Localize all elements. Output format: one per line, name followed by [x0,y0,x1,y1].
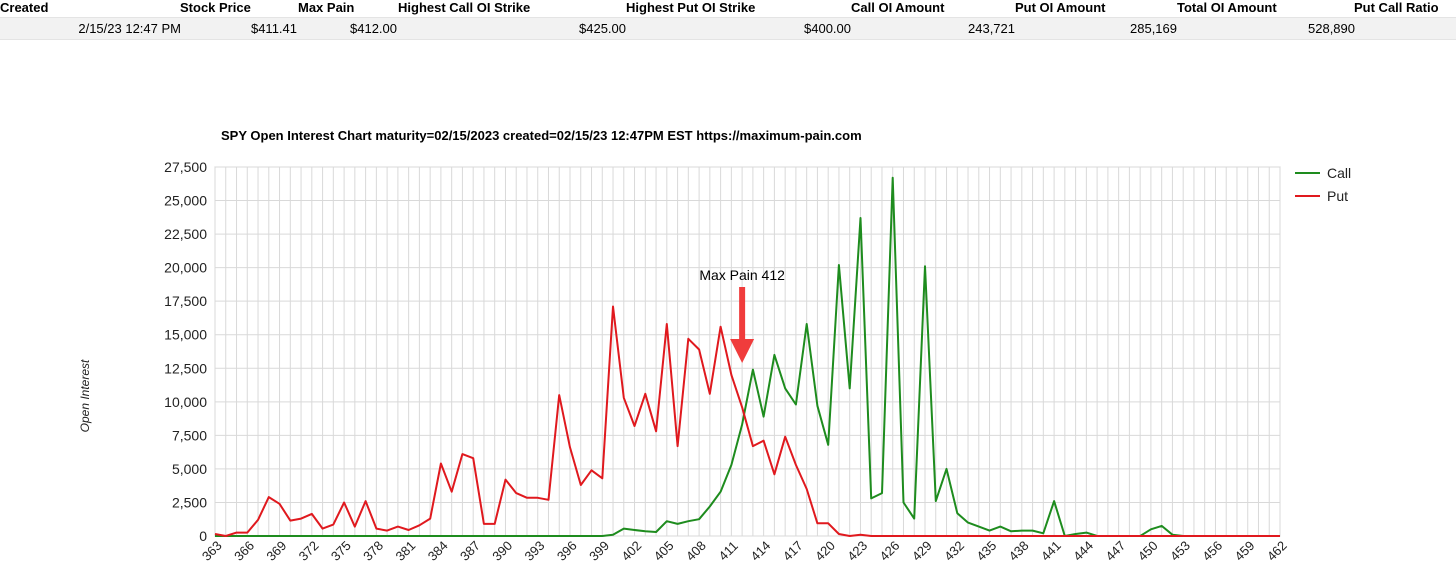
cell-put-oi-amount: 285,169 [1130,21,1177,36]
x-tick-label: 366 [231,538,257,564]
header-put-call-ratio: Put Call Ratio [1354,0,1439,15]
x-tick-label: 441 [1038,538,1064,564]
y-tick-label: 22,500 [164,226,207,242]
y-tick-label: 0 [199,528,207,544]
y-tick-label: 20,000 [164,260,207,276]
x-tick-label: 447 [1102,538,1128,564]
horizontal-gridlines [215,166,1280,537]
x-tick-label: 459 [1232,538,1258,564]
header-highest-call-oi-strike: Highest Call OI Strike [398,0,531,15]
header-highest-put-oi-strike: Highest Put OI Strike [626,0,756,15]
cell-highest-put-oi-strike: $400.00 [804,21,851,36]
max-pain-annotation-label: Max Pain 412 [699,267,785,283]
cell-call-oi-amount: 243,721 [968,21,1015,36]
summary-data-row: 2/15/23 12:47 PM $411.41 $412.00 $425.00… [0,17,1456,40]
y-tick-label: 17,500 [164,293,207,309]
x-tick-label: 411 [716,538,741,563]
y-tick-label: 15,000 [164,327,207,343]
x-tick-labels: 363 366 369 372 375 378 381 384 387 390 393 396 399 4… [199,538,1290,564]
y-tick-label: 25,000 [164,193,207,209]
header-call-oi-amount: Call OI Amount [851,0,945,15]
x-tick-label: 405 [651,538,677,564]
x-tick-label: 462 [1264,538,1290,564]
max-pain-arrow-shaft [739,287,746,339]
series-line-call [215,176,1280,537]
cell-max-pain: $412.00 [350,21,397,36]
series-lines [214,176,1280,537]
header-created: Created [0,0,49,15]
x-tick-label: 453 [1167,538,1193,564]
x-tick-label: 456 [1199,538,1225,564]
header-total-oi-amount: Total OI Amount [1177,0,1277,15]
cell-total-oi-amount: 528,890 [1308,21,1355,36]
max-pain-arrow-head [730,339,755,363]
header-stock-price: Stock Price [180,0,251,15]
y-tick-label: 2,500 [172,494,207,510]
x-tick-label: 444 [1070,538,1096,564]
max-pain-annotation: Max Pain 412 [699,267,785,363]
x-tick-label: 390 [489,538,515,564]
x-tick-label: 438 [1006,538,1032,564]
summary-table: Created Stock Price Max Pain Highest Cal… [0,0,1456,40]
cell-created: 2/15/23 12:47 PM [78,21,181,36]
x-tick-label: 402 [618,538,644,564]
vertical-gridlines [214,166,1281,537]
x-tick-label: 393 [522,538,548,564]
x-tick-label: 378 [360,538,386,564]
y-axis-label: Open Interest [78,359,92,432]
legend: Call Put [1295,165,1351,204]
legend-label-put: Put [1327,188,1348,204]
x-tick-label: 384 [425,538,451,564]
y-tick-label: 10,000 [164,394,207,410]
y-tick-label: 5,000 [172,461,207,477]
x-tick-label: 381 [392,538,418,564]
series-line-put [214,305,1280,537]
chart-title: SPY Open Interest Chart maturity=02/15/2… [221,128,862,143]
x-tick-label: 432 [941,538,967,564]
x-tick-label: 375 [328,538,354,564]
x-tick-label: 396 [554,538,580,564]
x-tick-label: 417 [780,538,806,564]
y-tick-label: 27,500 [164,159,207,175]
cell-highest-call-oi-strike: $425.00 [579,21,626,36]
x-tick-label: 414 [747,538,773,564]
header-max-pain: Max Pain [298,0,355,15]
x-tick-label: 420 [812,538,838,564]
summary-header-row: Created Stock Price Max Pain Highest Cal… [0,0,1456,17]
cell-stock-price: $411.41 [250,21,297,36]
x-tick-label: 399 [586,538,612,564]
header-put-oi-amount: Put OI Amount [1015,0,1106,15]
y-tick-labels: 0 2,500 5,000 7,500 10,000 12,500 15,000 17,500… [164,159,207,544]
y-tick-label: 7,500 [172,427,207,443]
open-interest-chart: SPY Open Interest Chart maturity=02/15/2… [78,128,1351,564]
x-tick-label: 450 [1135,538,1161,564]
x-tick-label: 429 [909,538,935,564]
x-tick-label: 426 [877,538,903,564]
x-tick-label: 408 [683,538,709,564]
y-tick-label: 12,500 [164,360,207,376]
x-tick-label: 423 [844,538,870,564]
legend-label-call: Call [1327,165,1351,181]
x-tick-label: 387 [457,538,483,564]
x-tick-label: 369 [263,538,289,564]
x-tick-label: 372 [296,538,322,564]
x-tick-label: 435 [973,538,999,564]
